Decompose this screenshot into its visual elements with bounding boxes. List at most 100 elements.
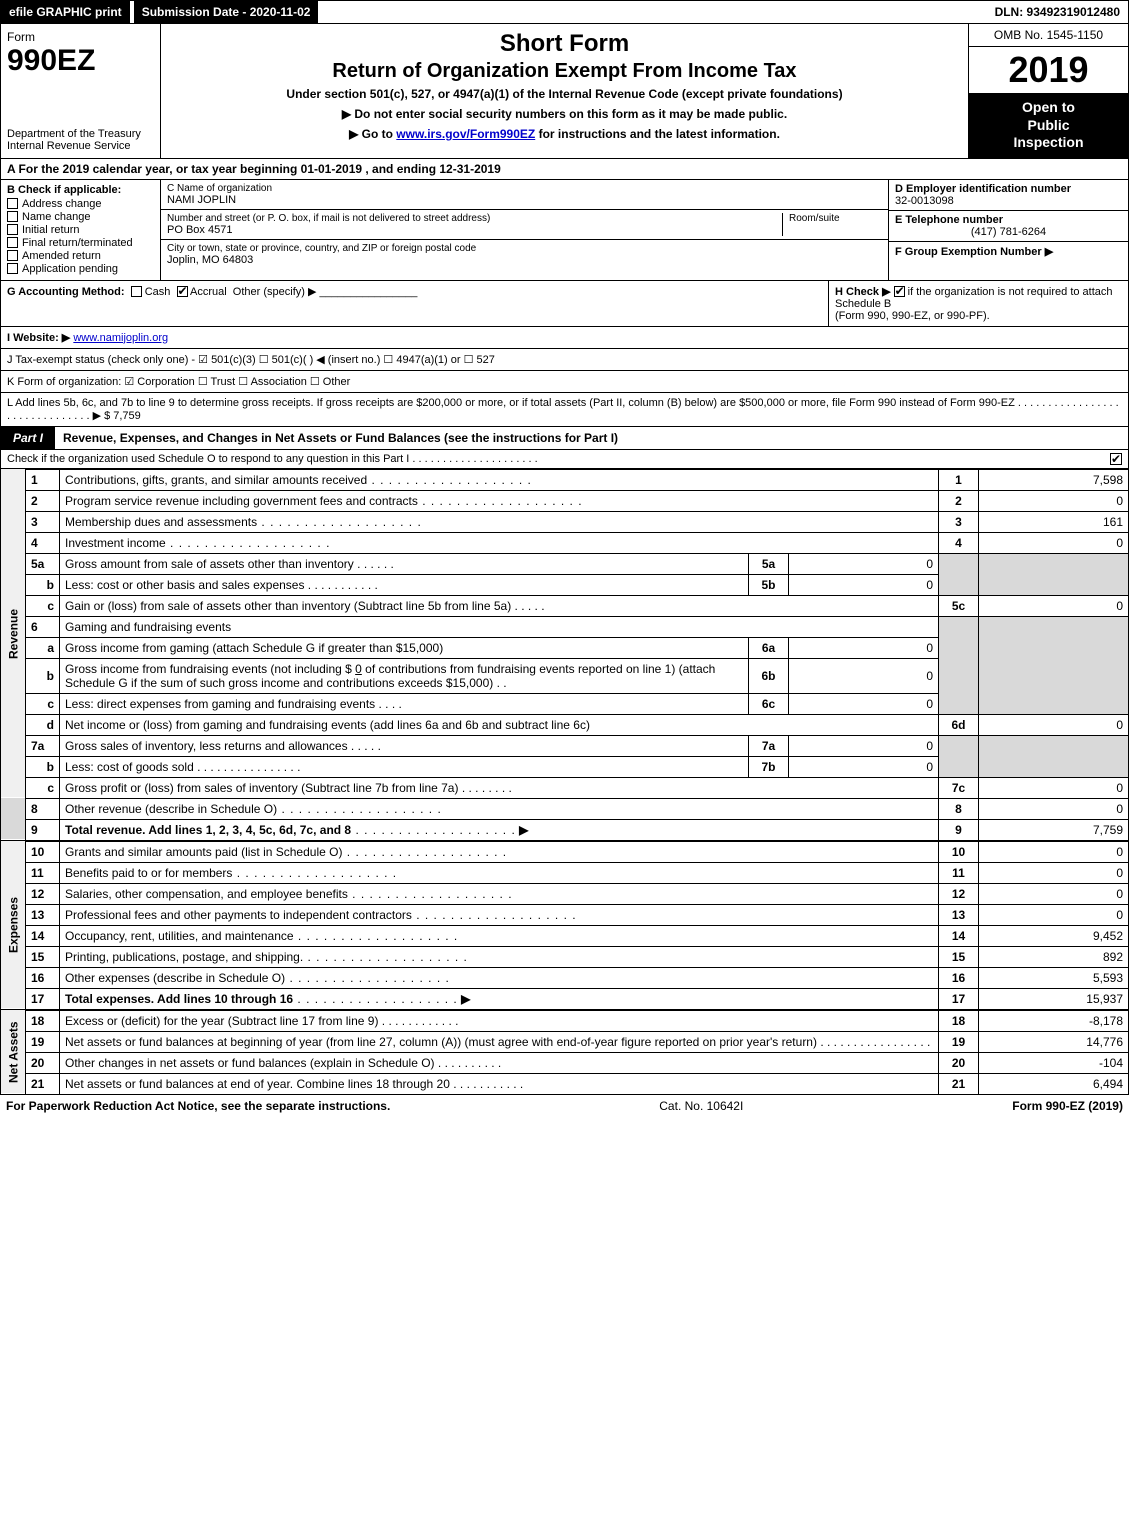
l21-val: 6,494 bbox=[979, 1073, 1129, 1094]
h-text3: (Form 990, 990-EZ, or 990-PF). bbox=[835, 310, 990, 322]
checkbox-initial-return[interactable] bbox=[7, 224, 18, 235]
checkbox-app-pending[interactable] bbox=[7, 263, 18, 274]
footer: For Paperwork Reduction Act Notice, see … bbox=[0, 1095, 1129, 1117]
l20-val: -104 bbox=[979, 1052, 1129, 1073]
line-13: 13 Professional fees and other payments … bbox=[1, 904, 1129, 925]
checkbox-final-return[interactable] bbox=[7, 237, 18, 248]
l3-val: 161 bbox=[979, 511, 1129, 532]
line-14: 14 Occupancy, rent, utilities, and maint… bbox=[1, 925, 1129, 946]
grey-7 bbox=[939, 735, 979, 777]
l8-desc: Other revenue (describe in Schedule O) bbox=[65, 802, 277, 816]
checkbox-accrual[interactable] bbox=[177, 286, 188, 297]
checkbox-address-change[interactable] bbox=[7, 198, 18, 209]
l5a-ref: 5a bbox=[749, 553, 789, 574]
l6c-num: c bbox=[26, 693, 60, 714]
l6d-ref: 6d bbox=[939, 714, 979, 735]
l7a-val: 0 bbox=[789, 735, 939, 756]
l20-ref: 20 bbox=[939, 1052, 979, 1073]
l6a-desc: Gross income from gaming (attach Schedul… bbox=[60, 637, 749, 658]
l11-num: 11 bbox=[26, 862, 60, 883]
checkbox-sched-b[interactable] bbox=[894, 286, 905, 297]
lbl-address-change: Address change bbox=[22, 198, 102, 210]
side-rev-gap bbox=[1, 798, 26, 840]
box-b-header: B Check if applicable: bbox=[7, 184, 154, 196]
l7a-desc: Gross sales of inventory, less returns a… bbox=[65, 739, 348, 753]
l6c-desc: Less: direct expenses from gaming and fu… bbox=[65, 697, 375, 711]
l21-desc: Net assets or fund balances at end of ye… bbox=[65, 1077, 450, 1091]
inspect-3: Inspection bbox=[973, 134, 1124, 152]
row-l: L Add lines 5b, 6c, and 7b to line 9 to … bbox=[0, 393, 1129, 427]
line-17: 17 Total expenses. Add lines 10 through … bbox=[1, 988, 1129, 1009]
l12-desc: Salaries, other compensation, and employ… bbox=[65, 887, 348, 901]
l8-val: 0 bbox=[979, 798, 1129, 819]
l3-desc: Membership dues and assessments bbox=[65, 515, 257, 529]
l6b-amt: 0 bbox=[355, 662, 362, 676]
l13-desc: Professional fees and other payments to … bbox=[65, 908, 412, 922]
l1-desc: Contributions, gifts, grants, and simila… bbox=[65, 473, 367, 487]
line-19: 19 Net assets or fund balances at beginn… bbox=[1, 1031, 1129, 1052]
tax-period: A For the 2019 calendar year, or tax yea… bbox=[0, 159, 1129, 180]
l5a-desc: Gross amount from sale of assets other t… bbox=[65, 557, 354, 571]
l3-ref: 3 bbox=[939, 511, 979, 532]
l6c-val: 0 bbox=[789, 693, 939, 714]
l11-val: 0 bbox=[979, 862, 1129, 883]
line-7a: 7a Gross sales of inventory, less return… bbox=[1, 735, 1129, 756]
row-i: I Website: ▶ www.namijoplin.org bbox=[0, 327, 1129, 349]
line-4: 4 Investment income 4 0 bbox=[1, 532, 1129, 553]
line-10: Expenses 10 Grants and similar amounts p… bbox=[1, 841, 1129, 862]
side-revenue: Revenue bbox=[1, 469, 26, 798]
l20-desc: Other changes in net assets or fund bala… bbox=[65, 1056, 435, 1070]
l5a-num: 5a bbox=[26, 553, 60, 574]
checkbox-sched-o[interactable] bbox=[1110, 453, 1122, 465]
inspect-2: Public bbox=[973, 117, 1124, 135]
entity-block: B Check if applicable: Address change Na… bbox=[0, 180, 1129, 281]
l7b-desc: Less: cost of goods sold bbox=[65, 760, 194, 774]
l6-num: 6 bbox=[26, 616, 60, 637]
l20-num: 20 bbox=[26, 1052, 60, 1073]
ein-label: D Employer identification number bbox=[895, 183, 1122, 195]
expenses-table: Expenses 10 Grants and similar amounts p… bbox=[0, 841, 1129, 1010]
org-name: NAMI JOPLIN bbox=[167, 194, 882, 206]
website-link[interactable]: www.namijoplin.org bbox=[73, 332, 168, 344]
l6b-ref: 6b bbox=[749, 658, 789, 693]
l6a-num: a bbox=[26, 637, 60, 658]
efile-print-button[interactable]: efile GRAPHIC print bbox=[1, 1, 130, 23]
l12-num: 12 bbox=[26, 883, 60, 904]
l21-num: 21 bbox=[26, 1073, 60, 1094]
city-label: City or town, state or province, country… bbox=[167, 243, 882, 254]
lbl-app-pending: Application pending bbox=[22, 263, 118, 275]
row-k: K Form of organization: ☑ Corporation ☐ … bbox=[0, 371, 1129, 393]
l19-num: 19 bbox=[26, 1031, 60, 1052]
irs-link[interactable]: www.irs.gov/Form990EZ bbox=[396, 127, 535, 141]
checkbox-name-change[interactable] bbox=[7, 211, 18, 222]
l6d-val: 0 bbox=[979, 714, 1129, 735]
l14-num: 14 bbox=[26, 925, 60, 946]
l7b-val: 0 bbox=[789, 756, 939, 777]
l17-ref: 17 bbox=[939, 988, 979, 1009]
l2-desc: Program service revenue including govern… bbox=[65, 494, 418, 508]
form-header: Form 990EZ Department of the Treasury In… bbox=[0, 24, 1129, 159]
l13-ref: 13 bbox=[939, 904, 979, 925]
l5b-val: 0 bbox=[789, 574, 939, 595]
l6b-val: 0 bbox=[789, 658, 939, 693]
box-c: C Name of organization NAMI JOPLIN Numbe… bbox=[161, 180, 888, 280]
l18-val: -8,178 bbox=[979, 1010, 1129, 1031]
l13-val: 0 bbox=[979, 904, 1129, 925]
header-center: Short Form Return of Organization Exempt… bbox=[161, 24, 968, 158]
l8-num: 8 bbox=[26, 798, 60, 819]
l11-desc: Benefits paid to or for members bbox=[65, 866, 232, 880]
l14-desc: Occupancy, rent, utilities, and maintena… bbox=[65, 929, 294, 943]
checkbox-cash[interactable] bbox=[131, 286, 142, 297]
l14-ref: 14 bbox=[939, 925, 979, 946]
l7a-num: 7a bbox=[26, 735, 60, 756]
dept-line1: Department of the Treasury bbox=[7, 128, 154, 140]
l16-ref: 16 bbox=[939, 967, 979, 988]
tax-year: 2019 bbox=[969, 47, 1128, 93]
line-11: 11 Benefits paid to or for members 11 0 bbox=[1, 862, 1129, 883]
l19-desc: Net assets or fund balances at beginning… bbox=[65, 1035, 817, 1049]
header-left: Form 990EZ Department of the Treasury In… bbox=[1, 24, 161, 158]
l17-val: 15,937 bbox=[979, 988, 1129, 1009]
l10-desc: Grants and similar amounts paid (list in… bbox=[65, 845, 342, 859]
checkbox-amended[interactable] bbox=[7, 250, 18, 261]
l5a-val: 0 bbox=[789, 553, 939, 574]
